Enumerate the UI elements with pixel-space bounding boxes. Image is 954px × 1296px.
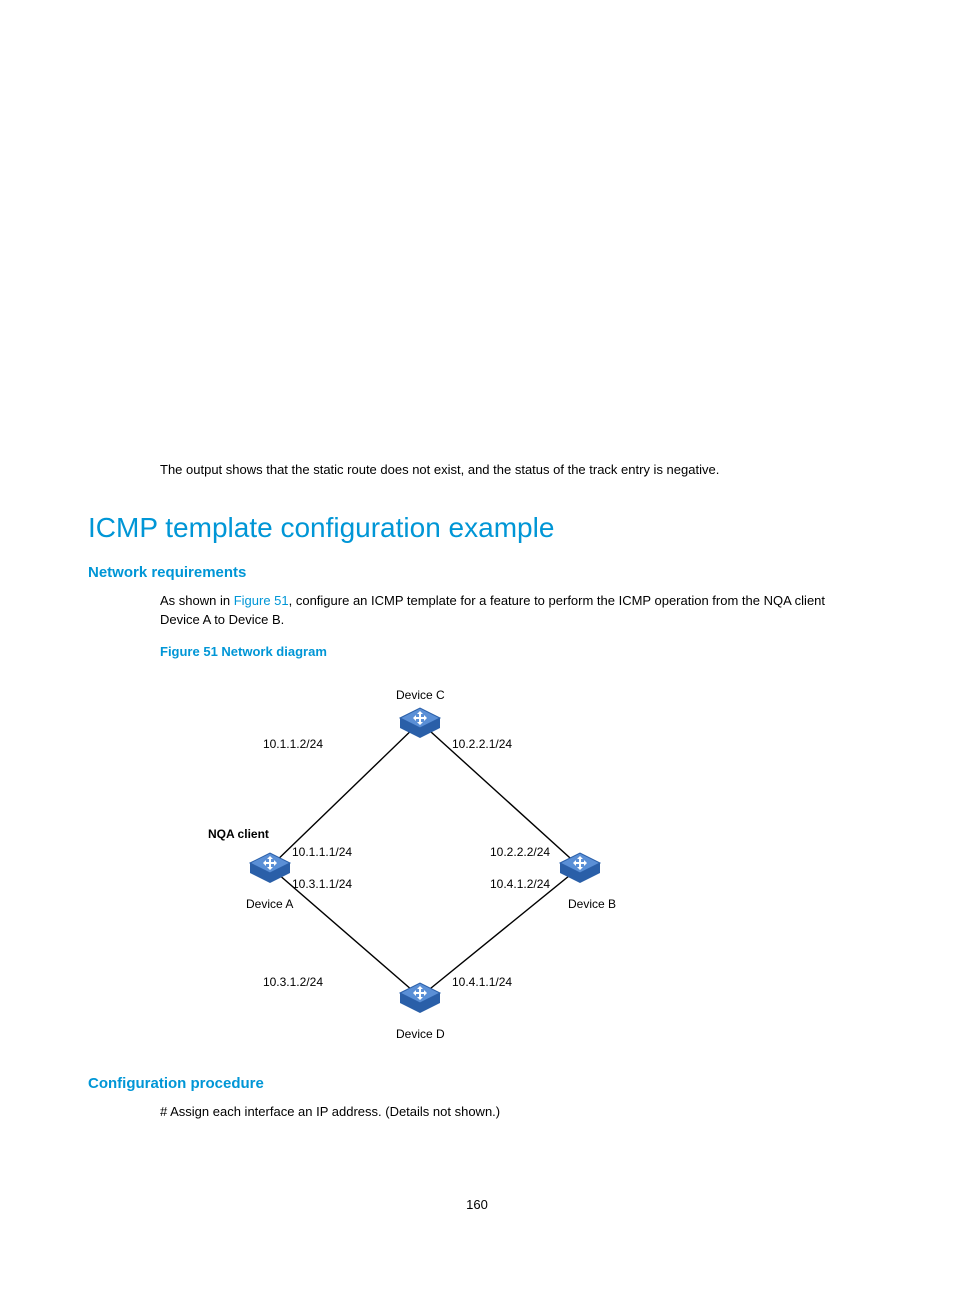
- network-req-body: As shown in Figure 51, configure an ICMP…: [160, 591, 868, 630]
- page-number: 160: [0, 1197, 954, 1212]
- diagram-label: Device B: [568, 897, 616, 911]
- diagram-label: 10.3.1.1/24: [292, 877, 352, 891]
- page-content: The output shows that the static route d…: [88, 460, 868, 1135]
- diagram-label: 10.1.1.2/24: [263, 737, 323, 751]
- diagram-label: 10.2.2.1/24: [452, 737, 512, 751]
- device-node-d: [400, 983, 440, 1013]
- diagram-label: Device C: [396, 688, 445, 702]
- intro-text: The output shows that the static route d…: [160, 460, 868, 480]
- heading-icmp-template: ICMP template configuration example: [88, 512, 868, 544]
- diagram-label: Device A: [246, 897, 293, 911]
- heading-network-requirements: Network requirements: [88, 564, 868, 581]
- diagram-label: Device D: [396, 1027, 445, 1041]
- config-body: # Assign each interface an IP address. (…: [160, 1102, 868, 1122]
- body-pre: As shown in: [160, 593, 234, 608]
- diagram-label: 10.2.2.2/24: [490, 845, 550, 859]
- figure-51-title: Figure 51 Network diagram: [160, 644, 868, 659]
- heading-config-procedure: Configuration procedure: [88, 1075, 868, 1092]
- figure-51-link[interactable]: Figure 51: [234, 593, 289, 608]
- diagram-label: 10.4.1.2/24: [490, 877, 550, 891]
- network-diagram: Device C Device A Device B Device D 10.1.1.2…: [160, 667, 640, 1047]
- diagram-label: 10.1.1.1/24: [292, 845, 352, 859]
- diagram-label: 10.4.1.1/24: [452, 975, 512, 989]
- device-node-c: [400, 708, 440, 738]
- diagram-label: NQA client: [208, 827, 269, 841]
- diagram-label: 10.3.1.2/24: [263, 975, 323, 989]
